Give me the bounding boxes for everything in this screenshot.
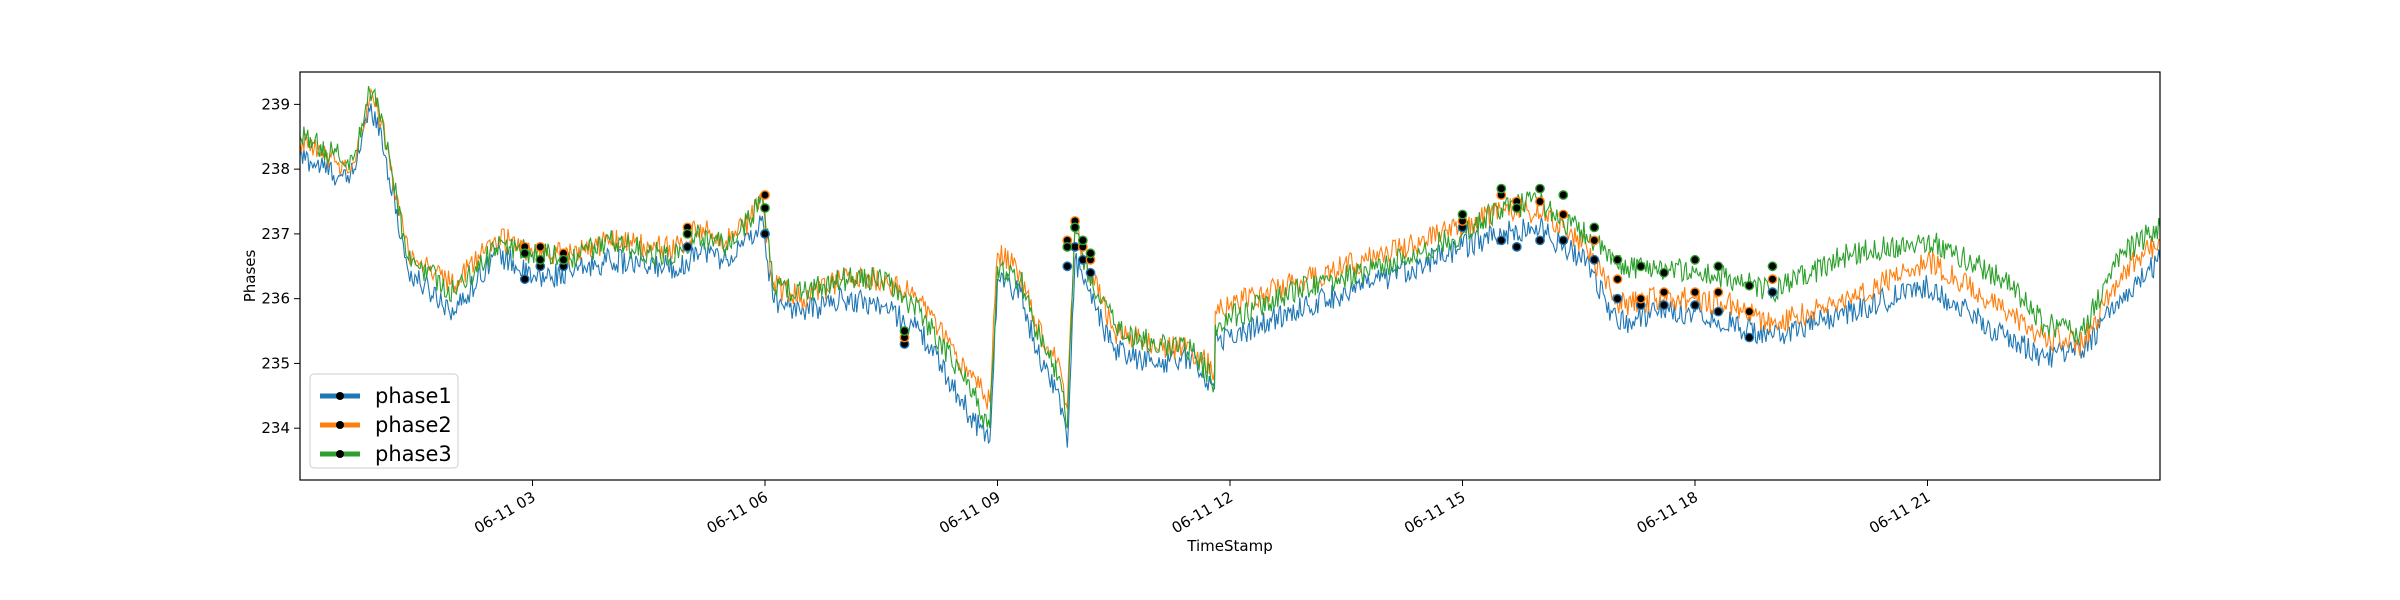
y-tick-label: 237 [261,225,290,243]
anomaly-point-phase2 [535,241,546,252]
anomaly-point-phase1 [1535,235,1545,246]
anomaly-point-phase3 [1744,280,1755,291]
anomaly-point-phase3 [1767,261,1778,272]
anomaly-point-phase1 [1612,293,1623,304]
anomaly-point-phase1 [1062,261,1073,272]
y-axis-label: Phases [241,250,259,303]
x-tick-label: 06-11 03 [471,488,538,537]
legend-marker-phase2 [336,421,344,429]
x-tick-label: 06-11 18 [1634,488,1701,537]
y-tick-label: 235 [261,354,290,372]
marker-layer [519,183,1778,349]
legend: phase1 phase2 phase3 [309,373,459,469]
legend-marker-phase1 [336,392,344,400]
series-line-phase3 [299,85,2161,429]
anomaly-point-phase2 [1612,274,1623,285]
series-line-phase1 [299,103,2161,448]
x-tick-label: 06-11 15 [1401,488,1468,537]
y-tick-label: 238 [261,160,290,178]
anomaly-point-phase2 [1558,209,1569,220]
x-tick-label: 06-11 12 [1169,488,1236,537]
anomaly-point-phase3 [1589,222,1600,233]
anomaly-point-phase1 [1085,267,1096,278]
anomaly-point-phase1 [1767,287,1778,298]
anomaly-point-phase3 [1690,254,1700,265]
x-tick-label: 06-11 09 [936,488,1003,537]
legend-label-phase3: phase3 [375,442,452,466]
anomaly-point-phase3 [1077,235,1088,246]
anomaly-point-phase2 [1767,274,1778,285]
legend-label-phase1: phase1 [375,384,452,408]
y-tick-label: 236 [261,290,290,308]
anomaly-point-phase1 [1690,300,1700,310]
anomaly-point-phase1 [1744,332,1755,343]
series-layer [299,85,2161,448]
plot-background [300,72,2160,480]
anomaly-point-phase1 [1713,306,1724,317]
y-tick-label: 234 [261,419,290,437]
anomaly-point-phase3 [519,248,530,259]
anomaly-point-phase3 [1070,222,1080,233]
legend-marker-phase3 [336,450,344,458]
legend-label-phase2: phase2 [375,413,452,437]
x-axis: 06-11 03 06-11 06 06-11 09 06-11 12 06-11 15… [471,480,1934,537]
anomaly-point-phase3 [1612,254,1623,265]
anomaly-point-phase1 [519,274,530,285]
anomaly-point-phase3 [1457,209,1468,220]
y-tick-label: 239 [261,95,290,113]
anomaly-point-phase3 [1659,267,1669,278]
anomaly-point-phase1 [1589,254,1600,265]
x-axis-label: TimeStamp [1186,537,1272,555]
anomaly-point-phase2 [1659,287,1669,298]
x-tick-label: 06-11 21 [1866,488,1933,537]
anomaly-point-phase3 [1713,261,1724,272]
anomaly-point-phase3 [558,254,569,265]
anomaly-point-phase3 [1062,241,1073,252]
anomaly-point-phase2 [1744,306,1755,317]
anomaly-point-phase2 [1635,293,1646,304]
anomaly-point-phase2 [1690,287,1700,298]
anomaly-point-phase3 [899,326,910,336]
anomaly-point-phase3 [1558,190,1569,200]
anomaly-point-phase3 [682,228,693,239]
anomaly-point-phase1 [1659,300,1669,310]
anomaly-point-phase3 [1496,183,1507,194]
anomaly-point-phase3 [1535,183,1545,194]
anomaly-point-phase3 [1635,261,1646,272]
anomaly-point-phase2 [1535,196,1545,207]
anomaly-point-phase3 [535,254,546,265]
anomaly-point-phase2 [760,190,770,200]
anomaly-point-phase3 [760,203,770,213]
anomaly-point-phase1 [1558,235,1569,246]
anomaly-point-phase1 [1511,241,1522,252]
anomaly-point-phase3 [1511,203,1522,213]
y-axis: 234 235 236 237 238 239 [261,95,300,437]
anomaly-point-phase3 [1085,248,1096,259]
anomaly-point-phase2 [1589,235,1600,246]
anomaly-point-phase2 [1713,287,1724,298]
x-tick-label: 06-11 06 [704,488,771,537]
anomaly-point-phase1 [682,241,693,252]
anomaly-point-phase1 [760,228,770,239]
anomaly-point-phase1 [1496,235,1507,246]
